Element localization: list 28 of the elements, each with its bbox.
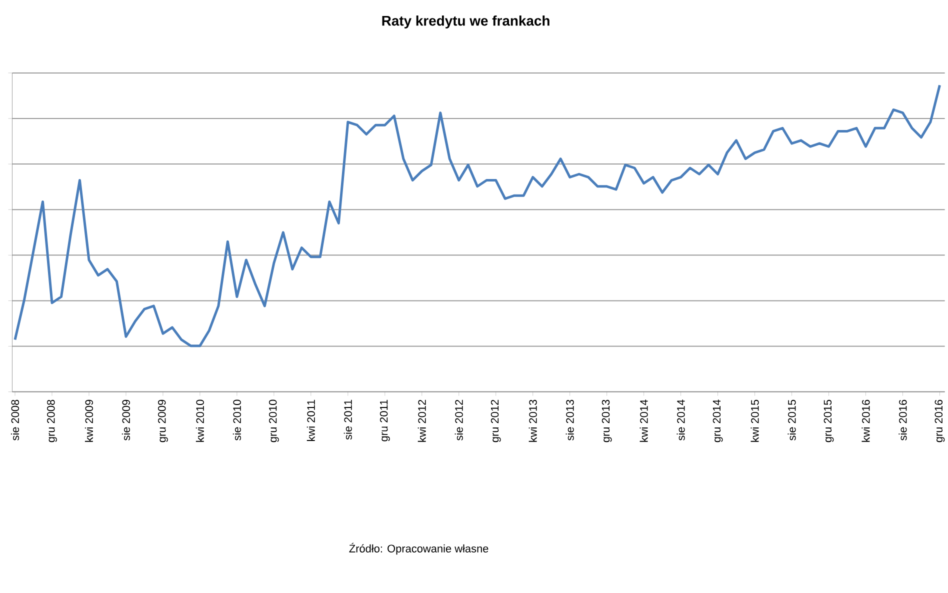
x-tick-label: kwi 2013 [528, 400, 537, 442]
x-tick-label: kwi 2014 [640, 400, 648, 442]
x-tick-label: sie 2012 [454, 400, 463, 441]
x-tick-label: kwi 2009 [84, 400, 94, 442]
chart-title: Raty kredytu we frankach [382, 16, 550, 29]
text: Źródło: Opracowanie własne [349, 542, 488, 555]
x-tick-label: gru 2016 [934, 400, 945, 442]
x-tick-label: gru 2010 [268, 400, 279, 442]
x-tick-label: kwi 2011 [306, 400, 315, 442]
x-tick-label: sie 2010 [232, 400, 241, 441]
x-tick-label: sie 2011 [344, 400, 352, 440]
x-tick-label: gru 2014 [712, 400, 723, 442]
x-tick-label: kwi 2010 [196, 400, 204, 442]
x-tick-label: gru 2011 [380, 400, 390, 442]
x-tick-label: sie 2009 [122, 400, 130, 441]
x-tick-label: gru 2009 [158, 400, 168, 442]
x-tick-label: sie 2016 [898, 400, 907, 441]
x-tick-label: kwi 2012 [418, 400, 426, 442]
x-tick-label: gru 2012 [490, 400, 501, 442]
x-tick-label: sie 2014 [676, 400, 685, 441]
x-tick-label: sie 2015 [788, 400, 796, 441]
x-tick-label: gru 2015 [824, 400, 834, 442]
x-tick-label: gru 2013 [602, 400, 612, 442]
x-tick-label: kwi 2015 [750, 400, 759, 442]
x-tick-label: sie 2008 [10, 400, 20, 441]
x-tick-label: gru 2008 [47, 400, 57, 442]
x-tick-label: kwi 2016 [862, 400, 870, 442]
x-tick-label: sie 2013 [566, 400, 574, 441]
